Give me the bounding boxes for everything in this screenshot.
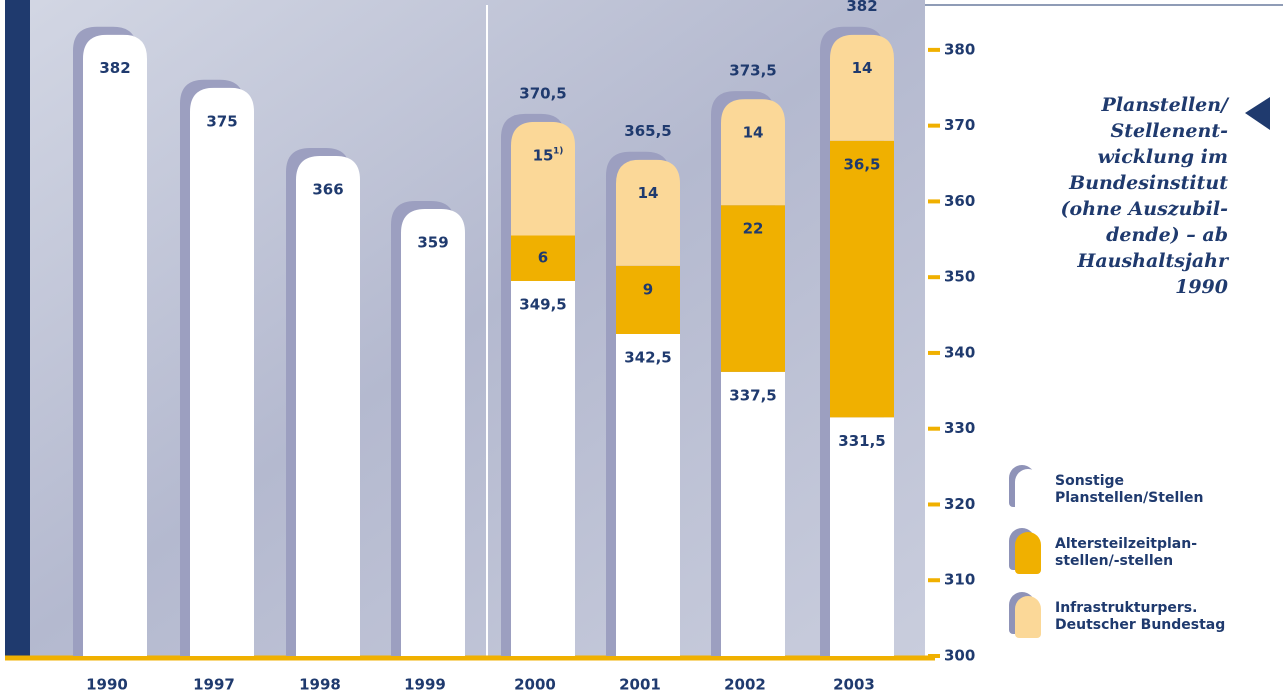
bar-segment bbox=[721, 372, 785, 656]
value-label: 375 bbox=[206, 112, 237, 130]
page: 300 310 320 330 340 350 360 370 380 382 1990 375 199… bbox=[0, 0, 1283, 693]
title-arrow bbox=[1245, 97, 1270, 130]
bar-segment bbox=[83, 35, 147, 656]
y-tick-label: 360 bbox=[944, 192, 975, 210]
bar-segment bbox=[511, 281, 575, 656]
left-strip bbox=[5, 0, 30, 660]
y-tick-label: 310 bbox=[944, 571, 975, 589]
legend-item: Sonstige Planstellen/Stellen bbox=[1015, 465, 1204, 515]
y-tick-label: 330 bbox=[944, 419, 975, 437]
y-tick-label: 340 bbox=[944, 343, 975, 361]
value-label: 14 bbox=[743, 124, 764, 142]
x-tick-label: 2000 bbox=[514, 676, 556, 693]
y-tick-label: 300 bbox=[944, 647, 975, 665]
y-tick-label: 380 bbox=[944, 40, 975, 58]
x-tick-label: 2002 bbox=[724, 676, 766, 693]
value-label: 14 bbox=[852, 59, 873, 77]
value-label: 22 bbox=[743, 220, 764, 238]
x-tick-label: 1998 bbox=[299, 676, 341, 693]
bar-segment bbox=[401, 209, 465, 656]
value-label: 36,5 bbox=[843, 155, 880, 173]
bar-segment bbox=[296, 156, 360, 656]
legend-swatch bbox=[1015, 532, 1041, 574]
y-tick-label: 350 bbox=[944, 268, 975, 286]
value-label: 14 bbox=[638, 184, 659, 202]
bar-segment bbox=[830, 35, 894, 141]
legend-swatch bbox=[1015, 469, 1041, 511]
y-tick-label: 370 bbox=[944, 116, 975, 134]
bar-segment bbox=[616, 160, 680, 266]
legend-label: Infrastrukturpers. Deutscher Bundestag bbox=[1055, 600, 1225, 634]
value-label: 366 bbox=[312, 180, 343, 198]
legend-label: Altersteilzeitplan- stellen/-stellen bbox=[1055, 536, 1197, 570]
total-label: 382 bbox=[846, 0, 877, 15]
bar-segment bbox=[616, 266, 680, 334]
legend-item: Infrastrukturpers. Deutscher Bundestag bbox=[1015, 592, 1225, 642]
x-tick-label: 1990 bbox=[86, 676, 128, 693]
legend-swatch bbox=[1015, 596, 1041, 638]
legend-label: Sonstige Planstellen/Stellen bbox=[1055, 473, 1204, 507]
x-tick-label: 2003 bbox=[833, 676, 875, 693]
x-tick-label: 1999 bbox=[404, 676, 446, 693]
value-label: 349,5 bbox=[519, 295, 566, 313]
value-label: 15 bbox=[533, 146, 554, 164]
total-label: 365,5 bbox=[624, 122, 671, 140]
legend-item: Altersteilzeitplan- stellen/-stellen bbox=[1015, 528, 1197, 578]
value-label: 9 bbox=[643, 280, 653, 298]
total-label: 373,5 bbox=[729, 62, 776, 80]
bar-segment bbox=[511, 122, 575, 236]
bar-segment bbox=[190, 88, 254, 656]
value-label: 359 bbox=[417, 233, 448, 251]
bar-segment bbox=[616, 334, 680, 656]
value-label: 342,5 bbox=[624, 349, 671, 367]
value-label: 382 bbox=[99, 59, 130, 77]
total-label: 370,5 bbox=[519, 84, 566, 102]
value-label: 337,5 bbox=[729, 386, 776, 404]
footnote-marker: 1) bbox=[553, 146, 563, 156]
bar-segment bbox=[721, 99, 785, 205]
bar-segment bbox=[830, 141, 894, 418]
x-tick-label: 1997 bbox=[193, 676, 235, 693]
bar-segment bbox=[830, 417, 894, 656]
chart-title: Planstellen/ Stellenent- wicklung im Bun… bbox=[1008, 92, 1228, 300]
y-tick-label: 320 bbox=[944, 495, 975, 513]
value-label: 6 bbox=[538, 249, 548, 267]
x-tick-label: 2001 bbox=[619, 676, 661, 693]
value-label: 331,5 bbox=[838, 432, 885, 450]
